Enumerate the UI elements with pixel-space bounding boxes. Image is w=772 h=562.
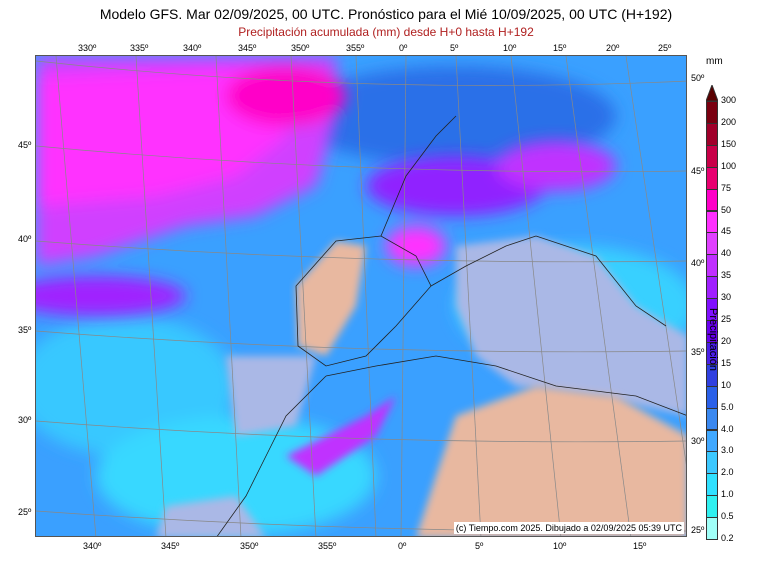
colorbar-bin: [706, 188, 718, 212]
colorbar-tick-label: 40: [721, 248, 732, 259]
lat-label: 40º: [18, 234, 32, 244]
lon-label: 0º: [398, 541, 407, 551]
dry-land-iberia: [296, 241, 366, 356]
colorbar-tick-label: 50: [721, 204, 732, 215]
colorbar-bin: [706, 473, 718, 497]
colorbar-bin: [706, 451, 718, 475]
lon-label: 0º: [399, 43, 408, 53]
colorbar-bin: [706, 517, 718, 540]
lon-label: 330º: [78, 43, 97, 53]
colorbar-bin: [706, 210, 718, 234]
colorbar-bin: [706, 385, 718, 409]
colorbar-tick-label: 4.0: [721, 423, 734, 434]
colorbar-tick-label: 5.0: [721, 401, 734, 412]
lat-label: 45º: [691, 166, 705, 176]
lat-label: 35º: [18, 325, 32, 335]
colorbar-title: Precipitación: [707, 308, 719, 371]
map-title: Modelo GFS. Mar 02/09/2025, 00 UTC. Pron…: [99, 6, 673, 22]
colorbar-bin: [706, 101, 718, 124]
lon-label: 345º: [238, 43, 257, 53]
colorbar-tick-label: 3.0: [721, 445, 734, 456]
colorbar-tick-label: 15: [721, 357, 732, 368]
colorbar-tick-label: 45: [721, 226, 732, 237]
colorbar-tick-label: 75: [721, 182, 732, 193]
map-subtitle: Precipitación acumulada (mm) desde H+0 h…: [238, 25, 534, 39]
colorbar-tick-label: 30: [721, 292, 732, 303]
lon-label: 350º: [291, 43, 310, 53]
colorbar-tick-label: 25: [721, 314, 732, 324]
heavy-rain-band: [36, 56, 616, 316]
lon-label: 10º: [553, 541, 567, 551]
lat-label: 45º: [18, 140, 32, 150]
colorbar-bin: [706, 276, 718, 300]
colorbar-bin: [706, 232, 718, 256]
lon-label: 355º: [318, 541, 337, 551]
lon-label: 340º: [83, 541, 102, 551]
colorbar-tick-label: 300: [721, 95, 737, 105]
colorbar: [706, 85, 718, 540]
lat-label: 30º: [18, 415, 32, 425]
atlas-rain-band: [286, 396, 396, 476]
lon-label: 350º: [240, 541, 259, 551]
lon-label: 345º: [161, 541, 180, 551]
colorbar-bin: [706, 407, 718, 431]
lon-label: 25º: [658, 43, 672, 53]
colorbar-tick-label: 2.0: [721, 467, 734, 478]
lon-label: 15º: [633, 541, 647, 551]
lon-label: 15º: [553, 43, 567, 53]
colorbar-tick-label: 100: [721, 160, 737, 171]
colorbar-unit: mm: [706, 56, 723, 67]
colorbar-bin: [706, 254, 718, 278]
lat-label: 30º: [691, 436, 705, 446]
colorbar-tick-label: 0.2: [721, 533, 734, 543]
dry-sea-mediterranean: [156, 236, 686, 536]
map-canvas: [36, 56, 686, 536]
colorbar-tick-label: 150: [721, 138, 737, 149]
colorbar-bin: [706, 429, 718, 453]
colorbar-tick-label: 20: [721, 335, 732, 346]
lat-label: 40º: [691, 258, 705, 268]
lat-label: 50º: [691, 73, 705, 83]
lon-label: 20º: [606, 43, 620, 53]
colorbar-tick-label: 200: [721, 116, 737, 127]
lon-label: 5º: [475, 541, 484, 551]
colorbar-tick-label: 0.5: [721, 511, 734, 522]
colorbar-bin: [706, 166, 718, 190]
colorbar-bin: [706, 495, 718, 519]
colorbar-bin: [706, 144, 718, 168]
lon-label: 10º: [503, 43, 517, 53]
lon-label: 335º: [130, 43, 149, 53]
lat-label: 25º: [18, 507, 32, 517]
colorbar-arrow: [706, 85, 718, 101]
dry-land-sahara: [416, 386, 686, 536]
colorbar-tick-label: 10: [721, 379, 732, 390]
graticule: [36, 56, 686, 536]
lon-label: 340º: [183, 43, 202, 53]
lon-label: 355º: [346, 43, 365, 53]
precipitation-map[interactable]: (c) Tiempo.com 2025. Dibujado a 02/09/20…: [35, 55, 687, 537]
coastlines: [216, 115, 686, 536]
colorbar-bin: [706, 122, 718, 146]
map-credit: (c) Tiempo.com 2025. Dibujado a 02/09/20…: [453, 522, 684, 534]
colorbar-tick-label: 1.0: [721, 489, 734, 500]
lat-label: 35º: [691, 347, 705, 357]
colorbar-tick-label: 35: [721, 270, 732, 281]
lon-label: 5º: [450, 43, 459, 53]
lat-label: 25º: [691, 525, 705, 535]
